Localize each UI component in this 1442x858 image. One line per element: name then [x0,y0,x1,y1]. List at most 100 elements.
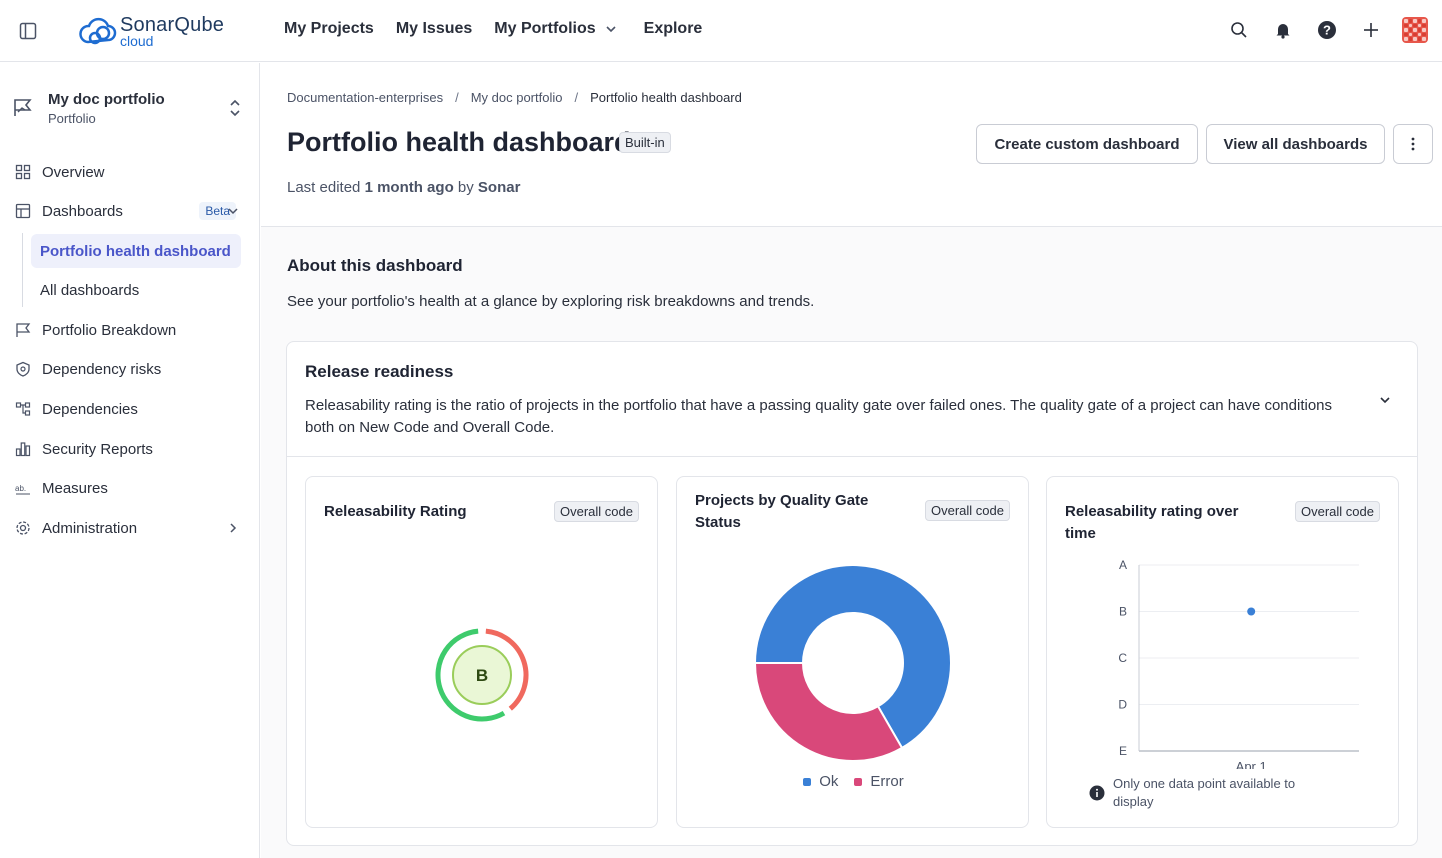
search-icon[interactable] [1226,17,1252,43]
rating-gauge: B [435,628,529,722]
plus-icon[interactable] [1358,17,1384,43]
create-custom-dashboard-button[interactable]: Create custom dashboard [976,124,1198,164]
top-bar: SonarQube cloud My Projects My Issues My… [0,0,1442,62]
data-point[interactable] [1247,607,1256,616]
top-nav: My Projects My Issues My Portfolios Expl… [284,20,702,38]
donut-slice-error[interactable] [753,662,904,762]
nav-my-projects[interactable]: My Projects [284,20,374,37]
breadcrumb-item[interactable]: My doc portfolio [470,90,563,105]
flag-chart-icon [14,321,32,339]
chevron-up-down-icon [230,99,240,117]
sidebar-item-label: Dashboards [42,202,123,220]
rating-ring-fail [485,628,529,711]
built-in-badge: Built-in [619,132,671,153]
release-readiness-section: Release readiness Releasability rating i… [286,341,1418,846]
sidebar-subitem-label: All dashboards [40,281,140,299]
card-title: Releasability rating over time [1065,503,1239,542]
donut-chart [753,564,952,762]
sidebar-subitem-label: Portfolio health dashboard [40,242,231,260]
y-tick-label: B [1119,605,1127,619]
rating-circle [452,645,512,705]
legend-swatch [854,777,863,786]
breadcrumb-item[interactable]: Documentation-enterprises [287,90,444,105]
bar-chart-icon [14,440,32,458]
sidebar: My doc portfolio Portfolio Overview Dash… [0,63,260,858]
sidebar-item-label: Overview [42,163,105,181]
gear-icon [14,519,32,537]
info-note: Only one data point available to display [1089,775,1329,811]
card-title: Releasability Rating [324,503,467,520]
sidebar-item-label: Dependency risks [42,360,162,378]
sidebar-item-overview[interactable]: Overview [12,155,248,189]
dependency-tree-icon [14,400,32,418]
shield-icon [14,360,32,378]
donut-slice-ok[interactable] [753,564,952,750]
chevron-down-icon[interactable] [1377,392,1393,408]
cloud-logo-icon [79,17,117,45]
portfolio-selector[interactable]: My doc portfolio Portfolio [12,89,248,129]
sidebar-item-label: Dependencies [42,400,138,418]
breadcrumb: Documentation-enterprises / My doc portf… [287,90,742,105]
sidebar-item-portfolio-breakdown[interactable]: Portfolio Breakdown [12,313,248,347]
rating-ring-pass [435,628,506,722]
nav-explore[interactable]: Explore [643,20,703,37]
sidebar-subitem-portfolio-health[interactable]: Portfolio health dashboard [31,234,241,268]
kebab-menu-icon [1411,137,1415,151]
svg-text:?: ? [1323,23,1331,38]
sidebar-item-security-reports[interactable]: Security Reports [12,432,248,466]
legend-swatch [803,777,812,786]
help-icon[interactable]: ? [1314,17,1340,43]
legend-item-ok[interactable]: Ok [803,773,838,790]
logo-subtext: cloud [120,33,154,49]
legend-label: Error [870,773,904,790]
sidebar-item-administration[interactable]: Administration [12,511,248,545]
logo-text: SonarQube [120,14,225,36]
info-icon [1089,785,1105,801]
sidebar-item-dependencies[interactable]: Dependencies [12,392,248,426]
legend-item-error[interactable]: Error [854,773,904,790]
page-title: Portfolio health dashboard [287,127,631,157]
portfolio-icon [14,99,32,116]
sidebar-subitem-all-dashboards[interactable]: All dashboards [31,273,241,307]
top-actions: ? [1226,17,1428,43]
overall-code-badge: Overall code [1295,501,1380,522]
y-tick-label: A [1119,558,1127,572]
legend-label: Ok [819,773,839,790]
y-tick-label: C [1118,651,1127,665]
divider [287,456,1417,457]
breadcrumb-separator: / [574,90,579,105]
sidebar-item-dashboards[interactable]: Dashboards Beta [12,194,248,228]
sidebar-toggle-icon[interactable] [18,21,38,41]
nav-my-issues[interactable]: My Issues [395,20,473,37]
info-note-text: Only one data point available to display [1113,776,1296,809]
main-content: Documentation-enterprises / My doc portf… [261,63,1442,858]
sidebar-item-label: Security Reports [42,440,153,458]
breadcrumb-current: Portfolio health dashboard [590,90,742,105]
nav-my-portfolios-label: My Portfolios [494,20,596,37]
last-edited-prefix: Last edited [287,179,361,196]
bell-icon[interactable] [1270,17,1296,43]
user-avatar[interactable] [1402,17,1428,43]
chart-legend: Ok Error [677,773,1030,790]
section-description: Releasability rating is the ratio of pro… [305,397,1333,436]
portfolio-name: My doc portfolio [48,91,165,108]
view-all-dashboards-button[interactable]: View all dashboards [1206,124,1385,164]
sidebar-item-measures[interactable]: ab. Measures [12,471,248,505]
sidebar-item-label: Administration [42,519,138,537]
rating-value: B [476,666,488,685]
submenu-line [22,233,23,307]
x-tick-label: Apr 1 [1236,759,1267,769]
grid-icon [14,163,32,181]
overall-code-badge: Overall code [925,500,1010,521]
last-edited-by: by [457,179,474,196]
section-title: Release readiness [305,362,454,381]
measures-icon: ab. [14,479,32,497]
nav-my-portfolios[interactable]: My Portfolios [494,20,617,38]
sonarqube-logo[interactable]: SonarQube cloud [78,12,238,52]
sidebar-item-label: Measures [42,479,108,497]
about-title: About this dashboard [287,256,463,275]
rating-over-time-chart: A B C D E Apr 1 [1118,558,1359,769]
more-options-button[interactable] [1393,124,1433,164]
sidebar-item-dependency-risks[interactable]: Dependency risks [12,352,248,386]
chevron-down-icon [228,208,238,215]
